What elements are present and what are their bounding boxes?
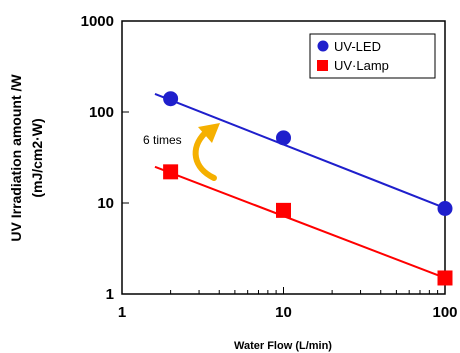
data-point-uv-lamp xyxy=(276,202,291,218)
data-markers xyxy=(163,91,453,286)
y-axis-title-line1: UV Irradiation amount /W xyxy=(8,74,24,242)
x-tick-label: 100 xyxy=(432,304,457,321)
legend: UV-LED UV·Lamp xyxy=(309,33,436,79)
trendline-uv-led xyxy=(154,92,446,209)
y-axis-title-line2: (mJ/cm2·W) xyxy=(29,118,45,197)
arrowhead-icon xyxy=(198,123,220,143)
y-axis-ticks: 1 10 100 1000 xyxy=(81,13,129,303)
legend-marker-uv-led xyxy=(317,40,329,52)
x-axis-ticks: 1 10 100 xyxy=(118,287,458,321)
trendlines xyxy=(154,92,446,279)
y-tick-label: 100 xyxy=(89,104,114,121)
annotation-text: 6 times xyxy=(143,133,182,147)
trendline-uv-lamp xyxy=(154,165,446,279)
x-tick-label: 1 xyxy=(118,304,126,321)
annotation-6-times: 6 times xyxy=(143,123,220,181)
y-tick-label: 10 xyxy=(97,195,114,212)
y-tick-label: 1 xyxy=(106,286,114,303)
legend-marker-uv-lamp xyxy=(317,60,328,71)
curved-arrow-icon xyxy=(192,130,217,181)
x-tick-label: 10 xyxy=(275,304,292,321)
data-point-uv-lamp xyxy=(437,270,453,286)
data-point-uv-led xyxy=(276,130,291,146)
data-point-uv-led xyxy=(437,201,453,217)
y-tick-label: 1000 xyxy=(81,13,114,30)
legend-label-uv-led: UV-LED xyxy=(334,39,381,54)
data-point-uv-led xyxy=(163,91,179,107)
x-axis-title: Water Flow (L/min) xyxy=(234,340,332,352)
data-point-uv-lamp xyxy=(163,164,179,180)
legend-box xyxy=(309,33,436,79)
legend-label-uv-lamp: UV·Lamp xyxy=(334,58,389,73)
